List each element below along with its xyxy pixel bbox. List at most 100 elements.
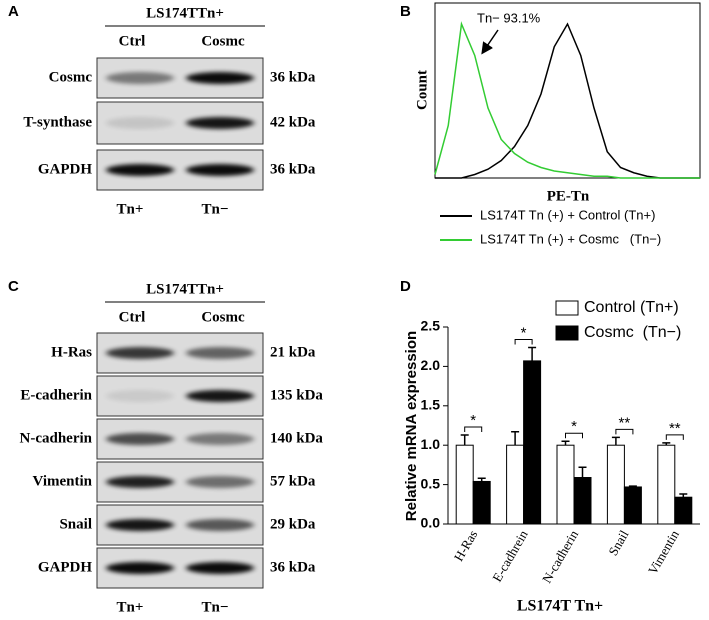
panel-label: B bbox=[400, 3, 411, 20]
row-label: Snail bbox=[59, 516, 92, 532]
bar bbox=[455, 444, 474, 525]
band bbox=[106, 72, 174, 84]
band bbox=[106, 519, 174, 531]
bar bbox=[674, 496, 693, 525]
band bbox=[186, 164, 254, 176]
annotation: Tn− 93.1% bbox=[477, 10, 541, 25]
size-label: 57 kDa bbox=[270, 473, 316, 489]
error-bar bbox=[628, 485, 637, 487]
error-bar bbox=[662, 442, 671, 446]
size-label: 36 kDa bbox=[270, 69, 316, 85]
lane-label: Ctrl bbox=[119, 33, 146, 49]
significance: * bbox=[571, 418, 577, 435]
bar bbox=[506, 444, 525, 525]
x-tick-label: N-cadherin bbox=[539, 527, 581, 586]
size-label: 140 kDa bbox=[270, 430, 323, 446]
legend-swatch bbox=[555, 300, 579, 316]
legend-label: Cosmc (Tn−) bbox=[584, 324, 681, 341]
legend-label: LS174T Tn (+) + Cosmc (Tn−) bbox=[480, 231, 661, 246]
lane-footer: Tn+ bbox=[117, 201, 144, 217]
row-label: GAPDH bbox=[38, 161, 92, 177]
band bbox=[186, 72, 254, 84]
band bbox=[106, 117, 174, 129]
panel-label: C bbox=[8, 278, 19, 295]
band bbox=[106, 390, 174, 402]
blot-header: LS174TTn+ bbox=[146, 5, 224, 21]
y-tick-label: 0.5 bbox=[421, 475, 441, 491]
size-label: 42 kDa bbox=[270, 114, 316, 130]
row-label: H-Ras bbox=[51, 344, 92, 360]
panel-label: A bbox=[8, 3, 19, 20]
y-axis-label: Count bbox=[414, 70, 430, 110]
error-bar bbox=[578, 466, 587, 478]
x-tick-label: E-cadhrein bbox=[489, 527, 531, 584]
band bbox=[106, 476, 174, 488]
error-bar bbox=[561, 440, 570, 446]
error-bar bbox=[511, 431, 520, 446]
row-label: N-cadherin bbox=[20, 430, 93, 446]
band bbox=[106, 433, 174, 445]
x-tick-label: Vimentin bbox=[645, 527, 682, 577]
annotation-arrow bbox=[481, 29, 499, 55]
significance: ** bbox=[619, 414, 631, 431]
x-tick-label: H-Ras bbox=[451, 527, 481, 563]
lane-footer: Tn+ bbox=[117, 599, 144, 615]
row-label: GAPDH bbox=[38, 559, 92, 575]
significance-bracket bbox=[514, 338, 533, 345]
bar bbox=[556, 444, 575, 525]
row-label: E-cadherin bbox=[20, 387, 92, 403]
significance-bracket bbox=[464, 426, 483, 432]
curve bbox=[435, 22, 700, 179]
significance: ** bbox=[669, 420, 681, 437]
curve bbox=[434, 21, 700, 179]
error-bar bbox=[611, 436, 620, 446]
size-label: 21 kDa bbox=[270, 344, 316, 360]
significance-bracket bbox=[615, 428, 634, 435]
lane-label: Ctrl bbox=[119, 309, 146, 325]
band bbox=[186, 347, 254, 359]
band bbox=[106, 562, 174, 574]
y-tick-label: 1.0 bbox=[421, 436, 441, 452]
significance-bracket bbox=[565, 432, 583, 439]
band bbox=[106, 347, 174, 359]
bar bbox=[606, 444, 625, 525]
band bbox=[186, 519, 254, 531]
bar bbox=[573, 477, 592, 525]
lane-footer: Tn− bbox=[202, 599, 229, 615]
legend-label: Control (Tn+) bbox=[584, 299, 679, 316]
y-axis-label: Relative mRNA expression bbox=[403, 331, 420, 521]
size-label: 36 kDa bbox=[270, 559, 316, 575]
significance-bracket bbox=[665, 434, 684, 440]
y-tick-label: 1.5 bbox=[421, 397, 441, 413]
lane-label: Cosmc bbox=[201, 309, 245, 325]
row-label: Vimentin bbox=[33, 473, 93, 489]
x-axis-label: PE-Tn bbox=[547, 188, 590, 204]
size-label: 29 kDa bbox=[270, 516, 316, 532]
row-label: Cosmc bbox=[49, 69, 93, 85]
legend-swatch bbox=[555, 325, 579, 341]
lane-footer: Tn− bbox=[202, 201, 229, 217]
panel-label: D bbox=[400, 278, 411, 295]
size-label: 36 kDa bbox=[270, 161, 316, 177]
x-tick-label: Snail bbox=[605, 527, 632, 558]
error-bar bbox=[477, 477, 486, 482]
band bbox=[186, 433, 254, 445]
band bbox=[186, 390, 254, 402]
error-bar bbox=[528, 346, 537, 361]
significance: * bbox=[470, 412, 476, 429]
y-tick-label: 0.0 bbox=[421, 515, 441, 531]
error-bar bbox=[679, 493, 688, 498]
significance: * bbox=[521, 324, 527, 341]
bar bbox=[523, 360, 542, 525]
bar bbox=[657, 444, 676, 525]
y-tick-label: 2.5 bbox=[421, 318, 441, 334]
legend-label: LS174T Tn (+) + Control (Tn+) bbox=[480, 207, 655, 222]
bar bbox=[623, 486, 642, 525]
x-axis-label: LS174T Tn+ bbox=[517, 598, 603, 615]
band bbox=[106, 164, 174, 176]
band bbox=[186, 117, 254, 129]
blot-header: LS174TTn+ bbox=[146, 281, 224, 297]
size-label: 135 kDa bbox=[270, 387, 323, 403]
